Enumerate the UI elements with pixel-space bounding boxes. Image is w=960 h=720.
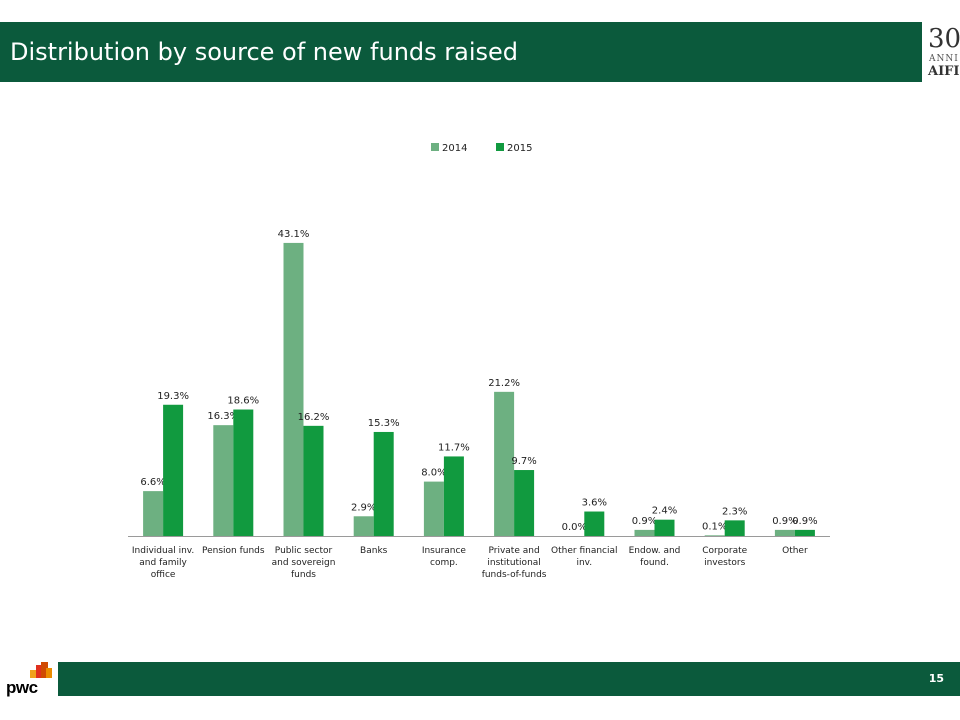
category-label-9: Other <box>782 546 808 556</box>
page-number: 15 <box>928 672 944 685</box>
bar-2015-4 <box>443 456 464 536</box>
pwc-wordmark: pwc <box>6 678 38 697</box>
pwc-logo-mark <box>30 662 52 678</box>
category-label-line: inv. <box>576 558 592 568</box>
category-label-line: Other financial <box>551 546 617 556</box>
bar-2014-5 <box>494 391 515 536</box>
category-label-2: Public sector and sovereign funds <box>272 546 336 580</box>
category-label-line: Corporate <box>702 546 747 556</box>
category-label-line: and sovereign <box>272 558 336 568</box>
data-label-2014-5: 21.2% <box>488 378 520 389</box>
aifi-logo-name: AIFI <box>928 64 960 79</box>
category-label-line: Endow. and <box>629 546 681 556</box>
category-label-line: funds-of-funds <box>482 570 547 580</box>
bar-2014-2 <box>283 242 304 537</box>
data-label-2014-2: 43.1% <box>278 229 310 240</box>
bar-2015-7 <box>654 519 675 536</box>
aifi-logo-anni: ANNI <box>929 54 959 64</box>
bar-2014-3 <box>353 516 374 536</box>
aifi-logo-number: 30 <box>928 24 960 54</box>
category-label-line: Pension funds <box>202 546 265 556</box>
category-label-line: and family <box>139 558 187 568</box>
category-label-6: Other financial inv. <box>551 546 617 568</box>
legend-swatch-2015 <box>496 143 504 151</box>
category-label-line: found. <box>640 558 669 568</box>
data-label-2014-1: 16.3% <box>207 411 239 422</box>
data-label-2015-8: 2.3% <box>722 506 747 517</box>
category-label-0: Individual inv. and family office <box>132 546 194 580</box>
bar-2014-9 <box>774 529 795 536</box>
bar-chart: 2014 2015 6.6% 19.3% Individual inv. and fami… <box>128 143 830 580</box>
data-label-2015-2: 16.2% <box>298 412 330 423</box>
bar-2015-8 <box>724 520 745 536</box>
page-title: Distribution by source of new funds rais… <box>0 22 922 82</box>
bar-2014-8 <box>704 535 725 536</box>
data-label-2015-5: 9.7% <box>511 456 536 467</box>
category-label-4: Insurance comp. <box>422 546 467 568</box>
bar-2014-0 <box>143 491 164 536</box>
data-label-2014-6: 0.0% <box>562 522 587 533</box>
category-label-1: Pension funds <box>202 546 265 556</box>
bar-2015-2 <box>303 425 324 536</box>
category-label-line: Other <box>782 546 808 556</box>
category-label-line: Banks <box>360 546 388 556</box>
legend-swatch-2014 <box>431 143 439 151</box>
bar-2014-4 <box>423 481 444 536</box>
data-label-2015-4: 11.7% <box>438 442 470 453</box>
data-label-2014-4: 8.0% <box>421 468 446 479</box>
data-label-2014-7: 0.9% <box>632 516 657 527</box>
bar-2015-5 <box>514 470 535 536</box>
data-label-2015-6: 3.6% <box>582 498 607 509</box>
data-label-2014-0: 6.6% <box>140 477 165 488</box>
category-label-line: office <box>151 570 176 580</box>
category-label-8: Corporate investors <box>702 546 747 568</box>
data-label-2015-3: 15.3% <box>368 418 400 429</box>
bar-2015-3 <box>373 431 394 536</box>
category-label-3: Banks <box>360 546 388 556</box>
category-label-line: institutional <box>487 558 540 568</box>
bar-2015-6 <box>584 511 605 536</box>
aifi-logo: 30 ANNI AIFI <box>926 24 960 82</box>
category-label-line: comp. <box>430 558 458 568</box>
category-label-line: Private and <box>489 546 540 556</box>
category-label-line: investors <box>704 558 745 568</box>
category-label-line: Insurance <box>422 546 467 556</box>
bar-2014-1 <box>213 425 234 536</box>
bar-2014-7 <box>634 529 655 536</box>
legend-label-2014: 2014 <box>442 143 467 154</box>
data-label-2015-9: 0.9% <box>792 516 817 527</box>
category-label-line: Public sector <box>275 546 333 556</box>
bar-2015-0 <box>163 404 184 536</box>
data-label-2015-1: 18.6% <box>227 396 259 407</box>
category-label-line: funds <box>291 570 316 580</box>
data-label-2014-8: 0.1% <box>702 521 727 532</box>
pwc-logo: pwc <box>6 660 56 700</box>
category-label-7: Endow. and found. <box>629 546 681 568</box>
data-label-2015-7: 2.4% <box>652 506 677 517</box>
bar-2015-1 <box>233 409 254 536</box>
category-label-line: Individual inv. <box>132 546 194 556</box>
footer-bar: 15 <box>58 662 960 696</box>
data-label-2015-0: 19.3% <box>157 391 189 402</box>
data-label-2014-3: 2.9% <box>351 502 376 513</box>
category-label-5: Private and institutional funds-of-funds <box>482 546 547 580</box>
data-label-2014-9: 0.9% <box>772 516 797 527</box>
bar-2015-9 <box>794 529 815 536</box>
legend-label-2015: 2015 <box>507 143 532 154</box>
